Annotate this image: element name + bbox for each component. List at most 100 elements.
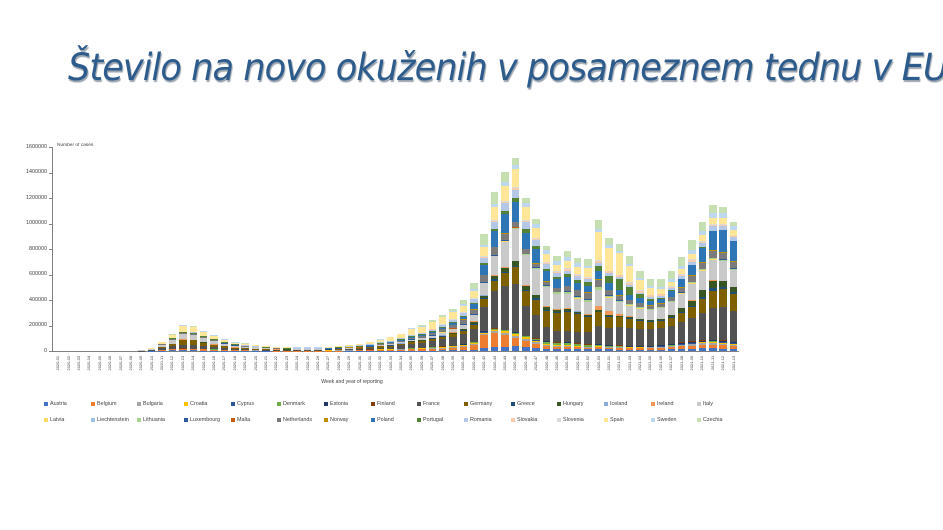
stacked-bar (220, 338, 229, 351)
segment-belgium (511, 338, 520, 346)
segment-spain (168, 335, 177, 338)
x-tick-label: 2020-22 (273, 355, 279, 371)
stacked-bar (480, 234, 488, 351)
segment-france (646, 329, 655, 346)
segment-bulgaria (698, 343, 707, 345)
segment-portugal (636, 294, 644, 299)
segment-hungary (449, 332, 457, 334)
segment-denmark (615, 346, 624, 347)
segment-portugal (605, 275, 613, 284)
segment-sweden (677, 265, 686, 270)
segment-romania (418, 333, 426, 335)
segment-bulgaria (470, 343, 478, 345)
x-tick-label: 2021-08 (679, 355, 685, 371)
segment-bulgaria (584, 347, 592, 348)
segment-austria (625, 349, 634, 351)
segment-netherlands (418, 336, 426, 338)
segment-netherlands (605, 290, 613, 296)
segment-france (210, 347, 218, 350)
segment-ireland (605, 311, 613, 315)
segment-romania (636, 292, 644, 295)
segment-slovenia (615, 274, 624, 276)
segment-germany (158, 347, 166, 349)
segment-france (501, 286, 509, 330)
segment-ireland (501, 267, 509, 268)
legend-swatch-icon (604, 402, 608, 406)
legend-label: Greece (516, 401, 535, 407)
segment-denmark (532, 338, 540, 341)
segment-sweden (615, 250, 624, 254)
segment-romania (345, 346, 353, 347)
bar-2020-13: 2020-13 (178, 147, 188, 371)
segment-belgium (168, 349, 177, 351)
segment-portugal (210, 339, 218, 341)
segment-croatia (688, 343, 696, 345)
bar-2021-12: 2021-12 (718, 147, 728, 371)
segment-belgium (355, 350, 364, 351)
segment-france (407, 343, 416, 349)
legend-label: Romania (470, 417, 492, 423)
segment-spain (729, 229, 738, 236)
stacked-bar (168, 334, 177, 351)
segment-spain (438, 317, 447, 325)
segment-portugal (553, 277, 561, 280)
segment-poland (438, 327, 447, 330)
segment-sweden (688, 249, 696, 255)
stacked-bar (511, 157, 520, 351)
segment-france (480, 306, 488, 332)
segment-netherlands (179, 333, 187, 335)
segment-germany (698, 299, 707, 314)
bar-2020-29: 2020-29 (344, 147, 354, 371)
x-tick-label: 2020-52 (585, 355, 591, 371)
segment-romania (542, 264, 551, 269)
segment-germany (231, 347, 239, 349)
bar-2021-09: 2021-09 (687, 147, 697, 371)
stacked-bar (688, 240, 696, 351)
stacked-bar (470, 282, 478, 351)
legend-item-denmark: Denmark (277, 401, 324, 407)
segment-slovakia (584, 277, 592, 280)
stacked-bar (366, 341, 374, 351)
segment-portugal (667, 290, 675, 291)
segment-netherlands (199, 337, 208, 338)
stacked-bar (189, 326, 197, 351)
segment-poland (553, 279, 561, 288)
segment-hungary (615, 315, 624, 317)
x-tick-label: 2020-39 (450, 355, 456, 371)
segment-czechia (511, 157, 520, 166)
x-tick-label: 2020-42 (481, 355, 487, 371)
stacked-bar (594, 220, 603, 351)
segment-germany (677, 313, 686, 322)
x-tick-label: 2020-07 (118, 355, 123, 371)
stacked-bar (158, 341, 166, 351)
legend-item-estonia: Estonia (324, 401, 371, 407)
x-tick-label: 2020-16 (211, 355, 217, 371)
segment-denmark (729, 342, 738, 344)
x-tick-label: 2020-27 (325, 355, 331, 371)
segment-belgium (636, 347, 644, 350)
segment-poland (511, 201, 520, 222)
segment-czechia (573, 257, 582, 264)
segment-germany (594, 312, 603, 327)
segment-sweden (553, 260, 561, 265)
segment-slovenia (438, 324, 447, 325)
bar-2020-51: 2020-51 (573, 147, 583, 371)
segment-netherlands (573, 290, 582, 297)
x-tick-label: 2020-50 (564, 355, 570, 371)
x-tick-label: 2020-53 (596, 355, 601, 371)
segment-slovakia (615, 275, 624, 278)
segment-italy (366, 346, 374, 348)
segment-bulgaria (501, 332, 509, 336)
segment-sweden (179, 325, 187, 326)
segment-portugal (709, 230, 717, 232)
stacked-bar (646, 279, 655, 351)
segment-romania (335, 346, 343, 348)
segment-croatia (709, 341, 717, 343)
segment-netherlands (677, 287, 686, 293)
segment-croatia (490, 330, 499, 332)
segment-spain (335, 346, 343, 347)
x-tick-label: 2020-20 (253, 355, 259, 371)
segment-slovakia (688, 259, 696, 262)
segment-italy (407, 339, 416, 342)
segment-denmark (698, 341, 707, 343)
